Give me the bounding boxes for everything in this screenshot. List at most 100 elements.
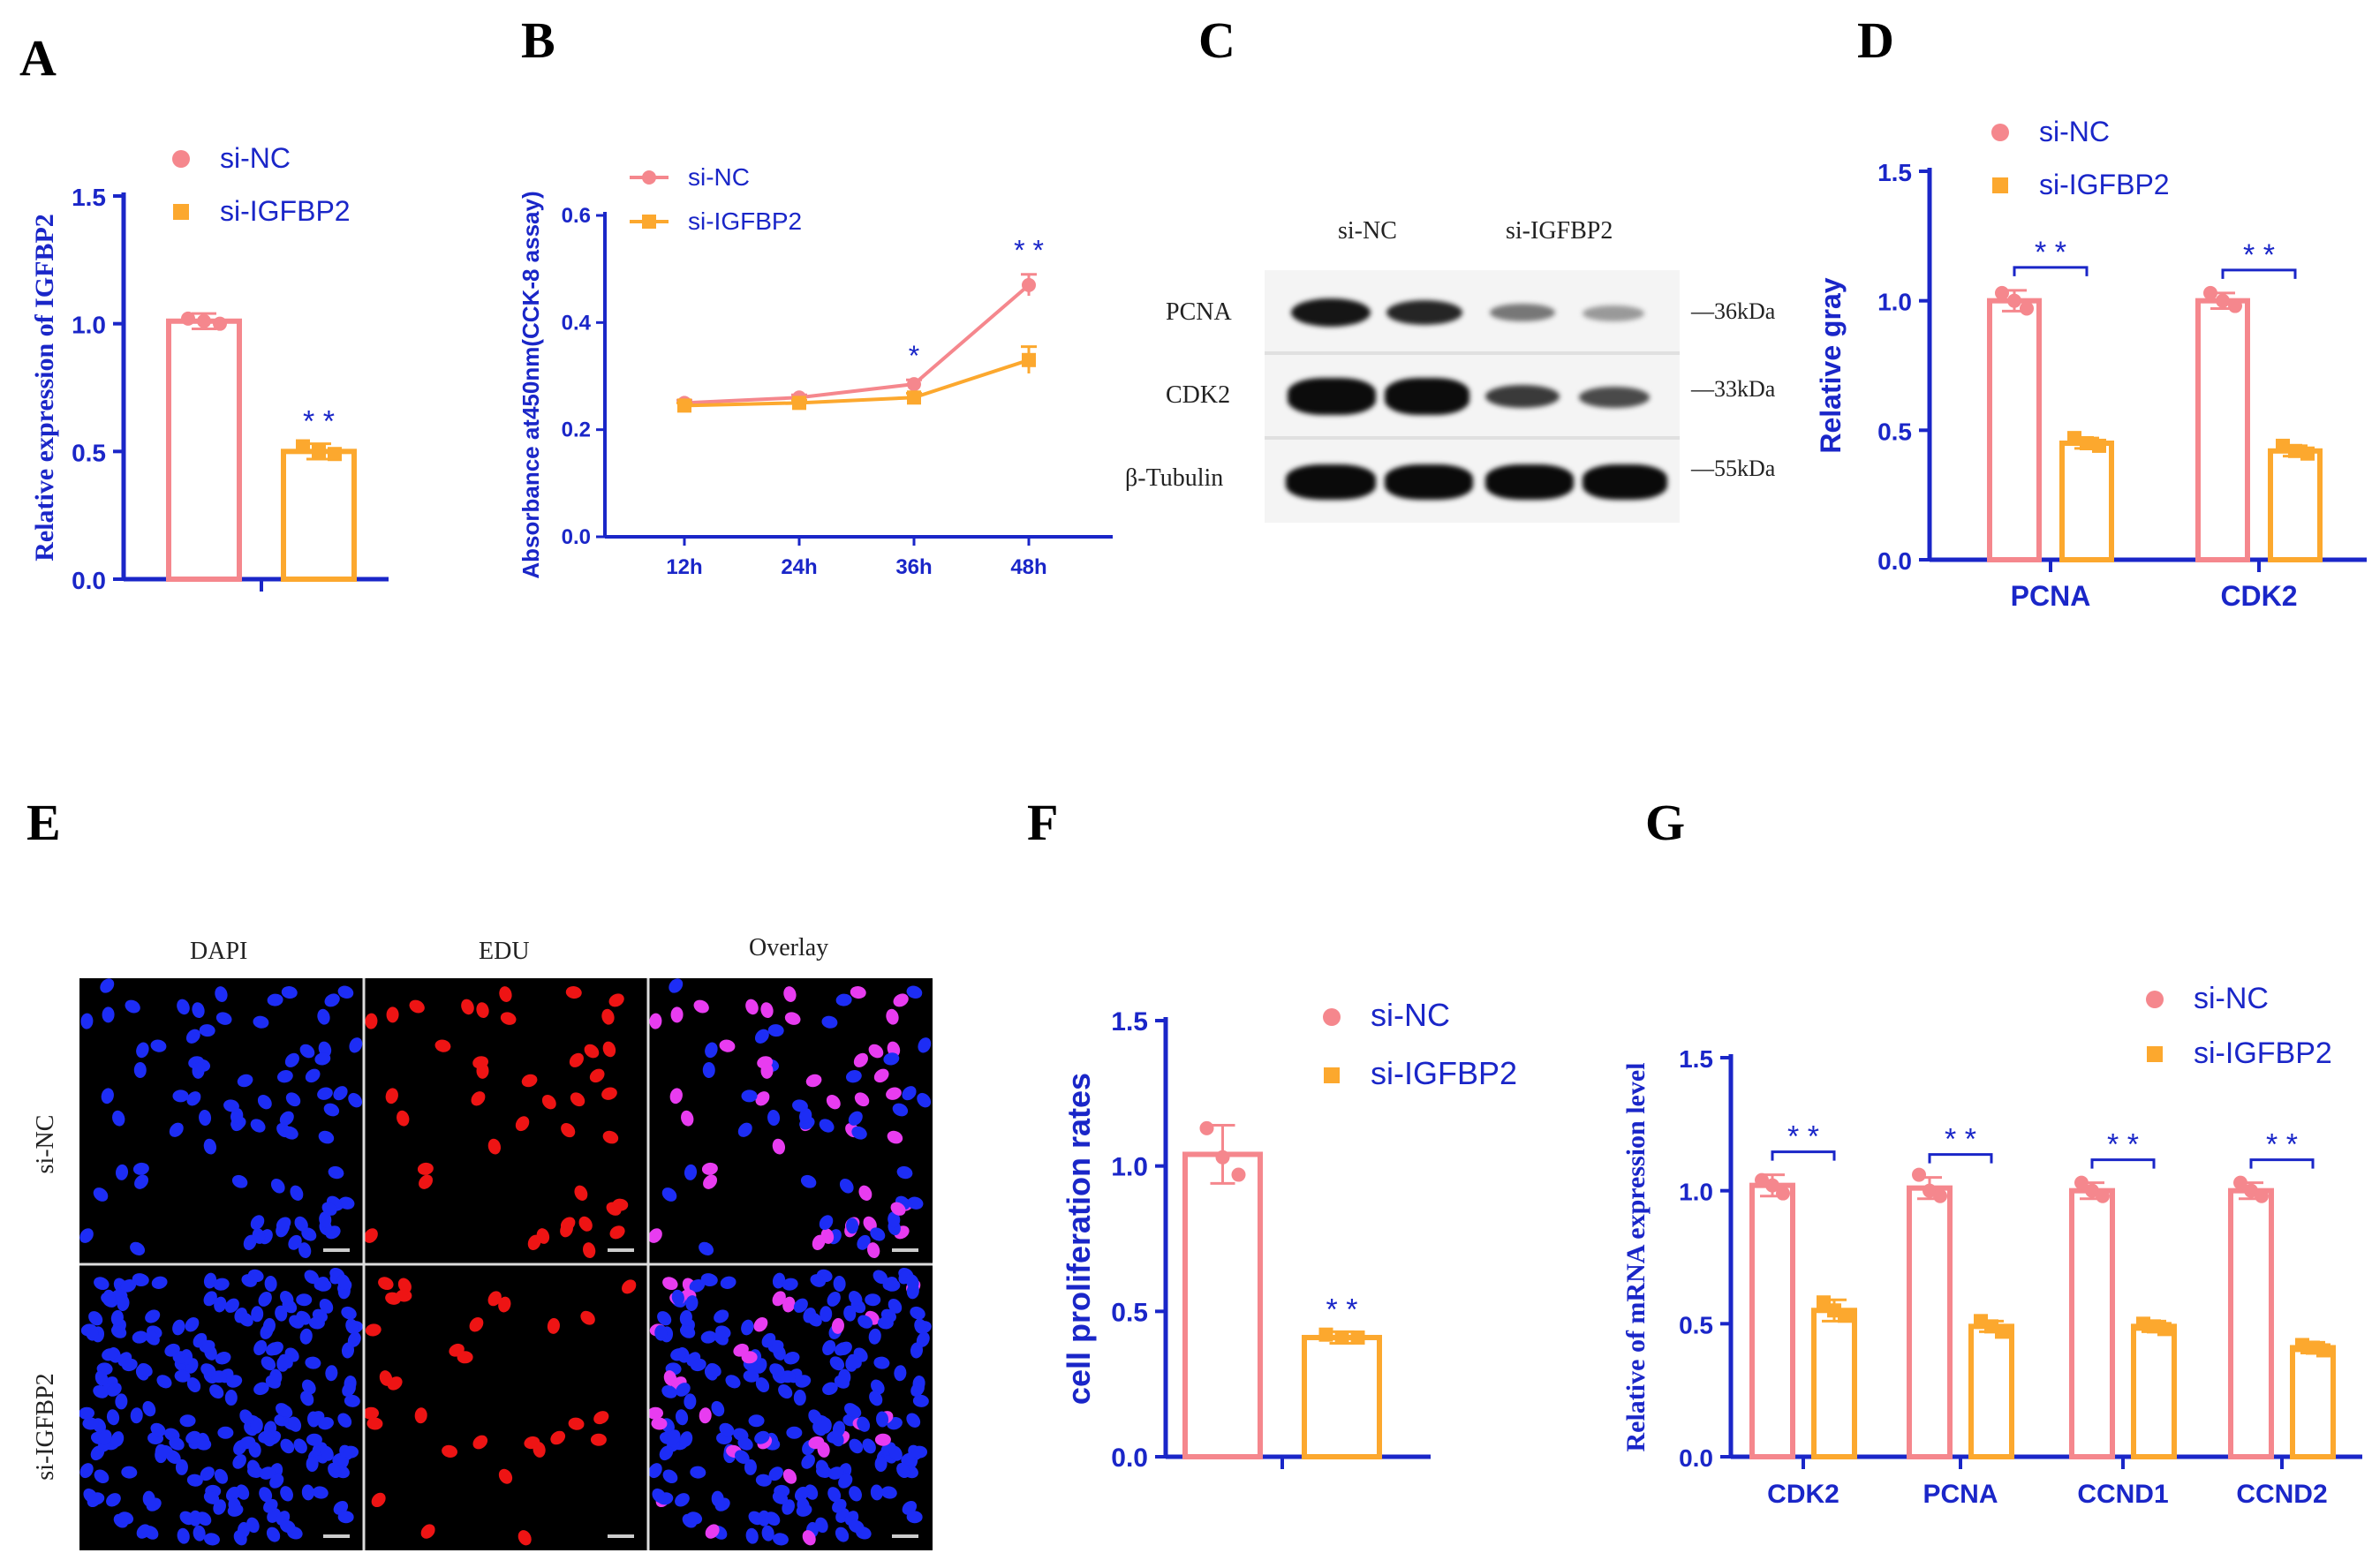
cell-nucleus [654, 1324, 668, 1341]
cell-nucleus [317, 1008, 330, 1025]
cell-nucleus [280, 1291, 294, 1306]
micro-col-label-dapi: DAPI [190, 938, 248, 965]
cell-nucleus [703, 1174, 718, 1189]
cell-nucleus [754, 1029, 769, 1044]
cell-nucleus [121, 1466, 138, 1479]
cell-nucleus [772, 1291, 786, 1307]
data-point [1022, 277, 1036, 292]
data-point [1765, 1178, 1779, 1193]
cell-nucleus [521, 1074, 538, 1088]
cell-nucleus [819, 1215, 834, 1231]
cell-nucleus [782, 1278, 798, 1291]
cell-nucleus [498, 1296, 511, 1313]
cell-nucleus [720, 1276, 737, 1289]
chart-d-relative-gray: 0.0 0.5 1.0 1.5 Relative gray PCNA * * CDK2 * * s… [1815, 116, 2367, 612]
micro-col-label-overlay: Overlay [749, 934, 829, 961]
data-point [1995, 285, 2009, 300]
cell-nucleus [349, 1037, 363, 1053]
cell-nucleus [487, 1291, 502, 1307]
cell-nucleus [305, 1068, 321, 1083]
cell-nucleus [832, 1498, 847, 1513]
cell-nucleus [341, 1306, 357, 1320]
cell-nucleus [337, 1413, 352, 1428]
cell-nucleus [172, 1351, 189, 1364]
y-tick-label: 1.5 [1877, 159, 1912, 186]
cell-nucleus [115, 1393, 128, 1410]
significance-marker: * * [1945, 1123, 1976, 1157]
x-tick-label: 36h [895, 555, 932, 579]
data-point [197, 313, 211, 328]
cell-nucleus [844, 1403, 859, 1417]
cell-nucleus [169, 1436, 185, 1451]
cell-nucleus [886, 1087, 902, 1100]
cell-nucleus [684, 1393, 697, 1410]
cell-nucleus [837, 1341, 852, 1356]
cell-nucleus [843, 1305, 857, 1322]
data-point [2067, 431, 2081, 446]
cell-nucleus [344, 1394, 360, 1407]
y-tick-label: 1.0 [1877, 289, 1912, 316]
cell-nucleus [675, 1493, 690, 1507]
scale-bar [608, 1534, 634, 1538]
cell-nucleus [94, 1277, 110, 1291]
cell-nucleus [93, 1187, 109, 1202]
cell-nucleus [863, 1216, 877, 1232]
cell-nucleus [106, 1493, 121, 1507]
data-point [181, 311, 195, 326]
cell-nucleus [808, 1409, 822, 1425]
cell-nucleus [772, 1490, 789, 1504]
y-tick-label: 0.0 [1679, 1444, 1713, 1472]
cell-nucleus [257, 1094, 272, 1110]
cell-nucleus [874, 1433, 891, 1446]
blot-size-marker-36kda: —36kDa [1691, 298, 1776, 324]
cell-nucleus [795, 1375, 812, 1388]
cell-nucleus [541, 1094, 556, 1110]
cell-nucleus [215, 1012, 232, 1025]
data-point [2255, 1188, 2269, 1203]
cell-nucleus [133, 1062, 147, 1079]
cell-nucleus [871, 1379, 885, 1395]
cell-nucleus [684, 1164, 698, 1180]
blot-size-marker-55kda: —55kDa [1691, 456, 1776, 481]
cell-nucleus [179, 1414, 196, 1428]
cell-nucleus [745, 999, 759, 1015]
cell-nucleus [279, 1111, 294, 1126]
y-tick-label: 0.2 [562, 418, 591, 442]
cell-nucleus [442, 1444, 457, 1458]
cell-nucleus [622, 1279, 637, 1294]
data-point [2233, 1175, 2247, 1190]
cell-nucleus [386, 1006, 399, 1023]
cell-nucleus [315, 1278, 332, 1292]
cell-nucleus [324, 993, 340, 1007]
micro-image-overlay-row-1 [648, 978, 933, 1264]
cell-nucleus [264, 1276, 277, 1293]
bar-si-nc [1987, 298, 2042, 563]
scale-bar [323, 1534, 350, 1538]
cell-nucleus [199, 1024, 215, 1037]
scale-bar [892, 1534, 918, 1538]
cell-nucleus [215, 986, 228, 1002]
cell-nucleus [302, 1379, 316, 1395]
cell-nucleus [845, 1070, 862, 1083]
cell-nucleus [397, 1110, 410, 1127]
legend-label: si-NC [1371, 997, 1450, 1033]
cell-nucleus [918, 1037, 932, 1053]
cell-nucleus [214, 1296, 227, 1313]
cell-nucleus [711, 1490, 724, 1507]
cell-nucleus [471, 1091, 486, 1106]
data-point [1995, 1324, 2009, 1339]
cell-nucleus [686, 1511, 703, 1525]
cell-nucleus [417, 1162, 434, 1175]
cell-nucleus [890, 1202, 906, 1216]
cell-nucleus [269, 1474, 284, 1489]
cell-nucleus [737, 1122, 752, 1137]
cell-nucleus [857, 1234, 871, 1250]
cell-nucleus [150, 1039, 167, 1052]
cell-nucleus [225, 1486, 240, 1502]
cell-nucleus [238, 1312, 253, 1327]
cell-nucleus [319, 1211, 332, 1228]
cell-nucleus [285, 1092, 301, 1107]
blot-group-label-si-igfbp2: si-IGFBP2 [1506, 217, 1613, 245]
cell-nucleus [434, 1039, 451, 1052]
bar-si-nc [2069, 1187, 2115, 1460]
